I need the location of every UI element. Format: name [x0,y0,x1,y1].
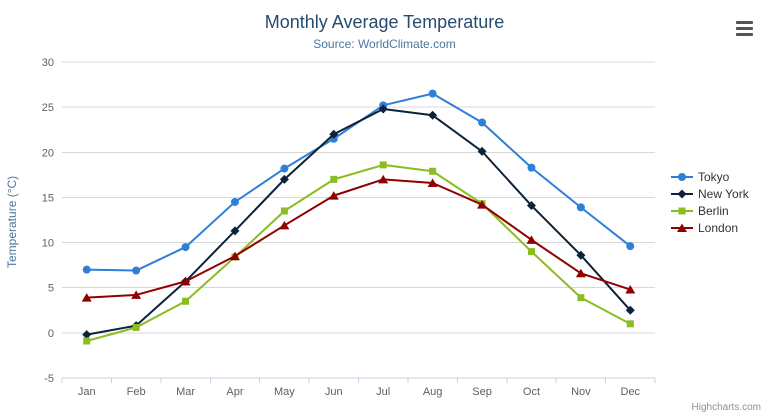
data-point-marker [83,337,91,345]
series-line [85,163,632,342]
x-axis-label: Jul [376,386,390,398]
legend-item-berlin[interactable]: Berlin [671,204,767,218]
data-point-marker [575,268,586,278]
data-point-marker [527,248,535,256]
data-point-marker [577,294,585,302]
legend-label: Tokyo [698,170,730,184]
x-axis-label: Aug [423,386,443,398]
data-point-marker [625,285,636,294]
y-axis-label: 0 [48,328,54,340]
y-axis-label: 10 [42,238,54,250]
series-london [81,174,636,302]
data-point-marker [678,173,686,181]
data-point-marker [132,323,140,331]
data-point-marker [678,207,686,215]
y-gridlines: -5 0 5 10 15 20 25 30 [42,57,655,385]
x-axis-label: Oct [523,386,540,398]
data-point-marker [378,174,389,184]
legend-item-london[interactable]: London [671,221,767,235]
data-point-marker [478,118,487,127]
chart-legend: Tokyo New York Berlin London [671,167,767,238]
data-point-marker [428,110,438,120]
export-menu-button[interactable] [731,16,757,40]
x-axis-label: Feb [127,386,146,398]
legend-marker-icon [671,173,693,181]
credits-link[interactable]: Highcharts.com [691,402,761,413]
data-point-marker [526,235,537,244]
data-point-marker [379,161,387,169]
series-new-york [82,104,635,340]
legend-marker-icon [671,207,693,215]
data-point-marker [626,242,635,251]
data-point-marker [280,164,289,173]
hamburger-icon [735,21,753,24]
data-point-marker [182,297,190,305]
hamburger-icon [735,27,753,30]
hamburger-icon [735,33,753,36]
x-axis-label: Jan [78,386,96,398]
data-point-marker [427,178,438,187]
series-line [85,107,632,336]
data-point-marker [527,163,536,172]
x-axis-label: Mar [176,386,195,398]
series-line [85,178,632,299]
legend-marker-icon [671,223,693,232]
data-point-marker [429,167,437,175]
data-point-marker [576,250,586,260]
data-point-marker [82,330,92,340]
data-point-marker [477,200,488,209]
legend-label: Berlin [698,204,729,218]
data-point-marker [229,251,240,261]
x-axis-label: Sep [472,386,492,398]
data-point-marker [330,175,338,183]
series-line [85,92,632,272]
legend-label: New York [698,187,749,201]
legend-item-tokyo[interactable]: Tokyo [671,170,767,184]
data-point-marker [477,146,487,156]
x-axis-label: Apr [226,386,243,398]
legend-marker-icon [671,189,693,199]
chart-title: Monthly Average Temperature [264,12,505,32]
data-point-marker [131,290,142,299]
data-point-marker [279,174,289,184]
y-axis-label: 25 [42,102,54,114]
y-axis-title: Temperature (°C) [5,176,19,268]
data-point-marker [181,243,190,252]
data-point-marker [230,197,239,206]
legend-item-new-york[interactable]: New York [671,187,767,201]
y-axis-label: 15 [42,192,54,204]
chart-subtitle: Source: WorldClimate.com [313,37,456,51]
y-axis-label: -5 [44,373,54,385]
data-point-marker [328,191,339,200]
y-axis-label: 5 [48,283,54,295]
x-axis-label: Jun [325,386,343,398]
data-point-marker [82,265,91,274]
data-point-marker [428,89,437,98]
x-axis: Jan Feb Mar Apr May Jun Jul Aug Sep Oct Nov Dec [61,377,656,398]
y-axis-label: 30 [42,57,54,69]
data-point-marker [180,276,191,286]
data-point-marker [677,223,687,232]
x-axis-label: Nov [571,386,591,398]
data-point-marker [625,305,635,315]
legend-label: London [698,221,739,235]
data-point-marker [526,201,536,211]
data-point-marker [81,293,92,302]
data-point-marker [677,189,687,199]
x-axis-label: May [274,386,295,398]
data-point-marker [576,203,585,212]
data-point-marker [378,104,388,114]
data-point-marker [230,226,240,236]
series-tokyo [82,89,635,275]
data-point-marker [132,266,141,275]
data-point-marker [280,207,288,215]
data-point-marker [626,320,634,328]
y-axis-label: 20 [42,147,54,159]
x-axis-label: Dec [621,386,641,398]
data-point-marker [329,129,339,139]
data-point-marker [279,220,290,230]
